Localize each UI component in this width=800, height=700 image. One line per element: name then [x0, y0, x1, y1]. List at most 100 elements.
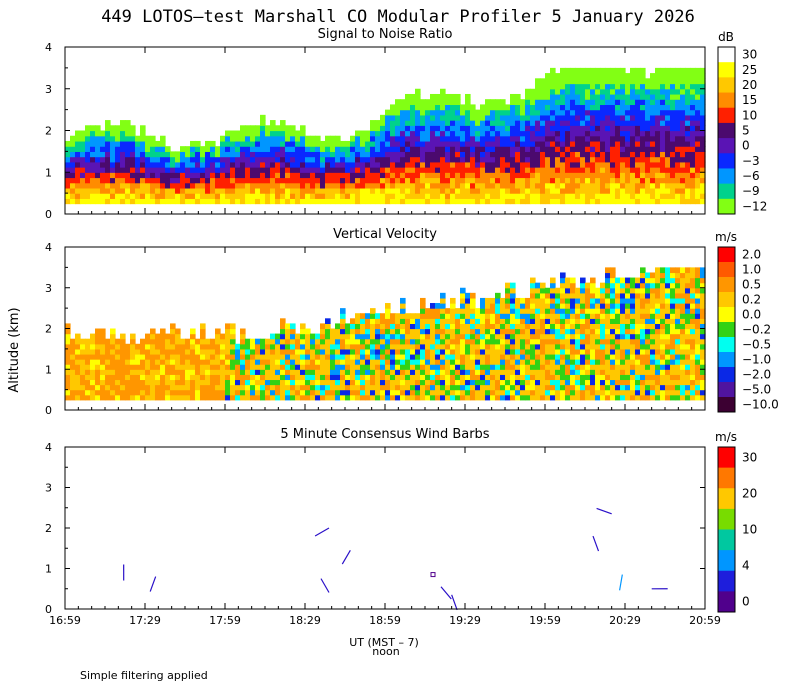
- heatmap-cell: [100, 379, 106, 386]
- heatmap-cell: [400, 323, 406, 330]
- heatmap-cell: [180, 379, 186, 386]
- heatmap-cell: [530, 323, 536, 330]
- heatmap-cell: [335, 338, 341, 345]
- heatmap-cell: [685, 193, 691, 199]
- heatmap-cell: [315, 135, 321, 142]
- heatmap-cell: [125, 348, 131, 355]
- heatmap-cell: [420, 313, 426, 319]
- heatmap-cell: [500, 130, 506, 137]
- heatmap-cell: [160, 379, 166, 386]
- heatmap-cell: [700, 369, 706, 375]
- heatmap-cell: [270, 135, 276, 142]
- heatmap-cell: [595, 353, 601, 360]
- heatmap-cell: [490, 177, 496, 184]
- heatmap-cell: [435, 323, 441, 330]
- heatmap-cell: [550, 172, 556, 179]
- heatmap-cell: [650, 374, 656, 381]
- heatmap-cell: [515, 177, 521, 184]
- heatmap-cell: [350, 198, 356, 205]
- heatmap-cell: [75, 338, 81, 345]
- heatmap-cell: [305, 343, 311, 350]
- heatmap-cell: [510, 193, 516, 199]
- x-tick-label: 19:29: [449, 614, 481, 627]
- heatmap-cell: [555, 292, 561, 299]
- heatmap-cell: [400, 177, 406, 184]
- heatmap-cell: [250, 369, 256, 375]
- heatmap-cell: [340, 364, 346, 370]
- heatmap-cell: [455, 109, 461, 116]
- heatmap-cell: [540, 333, 546, 340]
- heatmap-cell: [490, 146, 496, 152]
- heatmap-cell: [680, 282, 686, 289]
- heatmap-cell: [625, 313, 631, 319]
- heatmap-cell: [165, 369, 171, 375]
- heatmap-cell: [515, 353, 521, 360]
- heatmap-cell: [540, 318, 546, 324]
- heatmap-cell: [600, 292, 606, 299]
- heatmap-cell: [465, 109, 471, 116]
- heatmap-cell: [325, 338, 331, 345]
- heatmap-cell: [190, 359, 196, 365]
- heatmap-cell: [115, 193, 121, 199]
- heatmap-cell: [645, 394, 651, 401]
- heatmap-cell: [680, 323, 686, 330]
- colorbar-swatch: [718, 591, 735, 613]
- heatmap-cell: [330, 338, 336, 345]
- heatmap-cell: [545, 167, 551, 173]
- heatmap-cell: [415, 389, 421, 396]
- heatmap-cell: [490, 104, 496, 111]
- heatmap-cell: [495, 353, 501, 360]
- heatmap-cell: [180, 343, 186, 350]
- heatmap-cell: [535, 93, 541, 100]
- heatmap-cell: [595, 104, 601, 111]
- colorbar-swatch: [718, 262, 735, 278]
- heatmap-cell: [385, 369, 391, 375]
- heatmap-cell: [415, 338, 421, 345]
- heatmap-cell: [670, 198, 676, 205]
- heatmap-cell: [415, 93, 421, 100]
- heatmap-cell: [590, 67, 596, 74]
- heatmap-cell: [455, 374, 461, 381]
- heatmap-cell: [415, 125, 421, 132]
- heatmap-cell: [320, 374, 326, 381]
- heatmap-cell: [285, 182, 291, 189]
- heatmap-cell: [600, 177, 606, 184]
- heatmap-cell: [530, 379, 536, 386]
- heatmap-cell: [540, 328, 546, 335]
- heatmap-cell: [410, 374, 416, 381]
- heatmap-cell: [105, 364, 111, 370]
- heatmap-cell: [260, 193, 266, 199]
- heatmap-cell: [560, 389, 566, 396]
- heatmap-cell: [455, 114, 461, 121]
- heatmap-cell: [670, 353, 676, 360]
- heatmap-cell: [540, 282, 546, 289]
- heatmap-cell: [160, 394, 166, 401]
- heatmap-cell: [695, 88, 701, 95]
- heatmap-cell: [390, 379, 396, 386]
- heatmap-cell: [575, 313, 581, 319]
- heatmap-cell: [185, 348, 191, 355]
- heatmap-cell: [610, 277, 616, 284]
- heatmap-cell: [135, 151, 141, 158]
- heatmap-cell: [535, 323, 541, 330]
- heatmap-cell: [400, 297, 406, 304]
- heatmap-cell: [150, 187, 156, 194]
- heatmap-cell: [260, 343, 266, 350]
- heatmap-cell: [570, 348, 576, 355]
- heatmap-cell: [380, 343, 386, 350]
- heatmap-cell: [340, 146, 346, 152]
- heatmap-cell: [660, 267, 666, 274]
- heatmap-cell: [570, 78, 576, 85]
- heatmap-cell: [590, 389, 596, 396]
- heatmap-cell: [310, 338, 316, 345]
- heatmap-cell: [405, 146, 411, 152]
- heatmap-cell: [515, 167, 521, 173]
- heatmap-cell: [160, 343, 166, 350]
- heatmap-cell: [585, 198, 591, 205]
- x-tick-label: 20:59: [689, 614, 721, 627]
- heatmap-cell: [660, 313, 666, 319]
- heatmap-cell: [605, 313, 611, 319]
- heatmap-cell: [165, 348, 171, 355]
- heatmap-cell: [560, 379, 566, 386]
- heatmap-cell: [440, 125, 446, 132]
